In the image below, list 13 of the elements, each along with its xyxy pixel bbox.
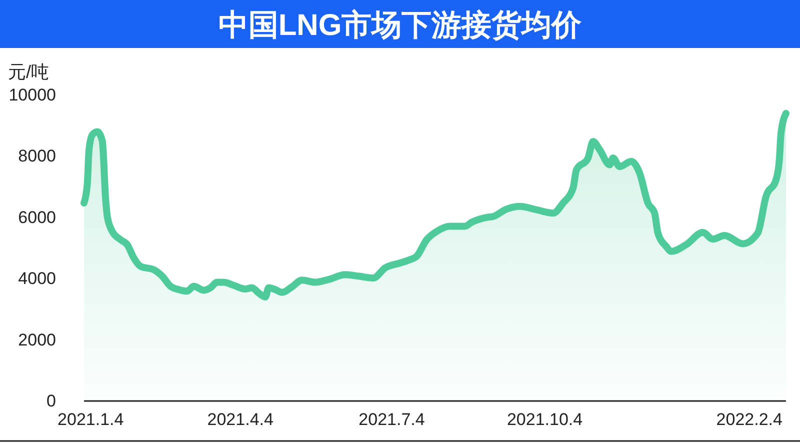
x-tick-label: 2021.10.4 (506, 410, 583, 430)
y-tick-label: 8000 (18, 146, 56, 166)
y-tick-label: 4000 (18, 269, 56, 288)
y-tick-label: 10000 (8, 85, 56, 104)
x-tick-label: 2021.1.4 (58, 410, 124, 430)
y-tick-label: 0 (46, 391, 56, 410)
y-tick-label: 6000 (18, 208, 56, 227)
x-tick-label: 2021.7.4 (358, 410, 425, 430)
x-tick-label: 2022.2.4 (716, 410, 782, 430)
x-tick-label: 2021.4.4 (207, 410, 274, 430)
chart-title: 中国LNG市场下游接货均价 (218, 8, 583, 42)
y-axis-title: 元/吨 (8, 62, 50, 82)
y-tick-label: 2000 (18, 330, 56, 350)
